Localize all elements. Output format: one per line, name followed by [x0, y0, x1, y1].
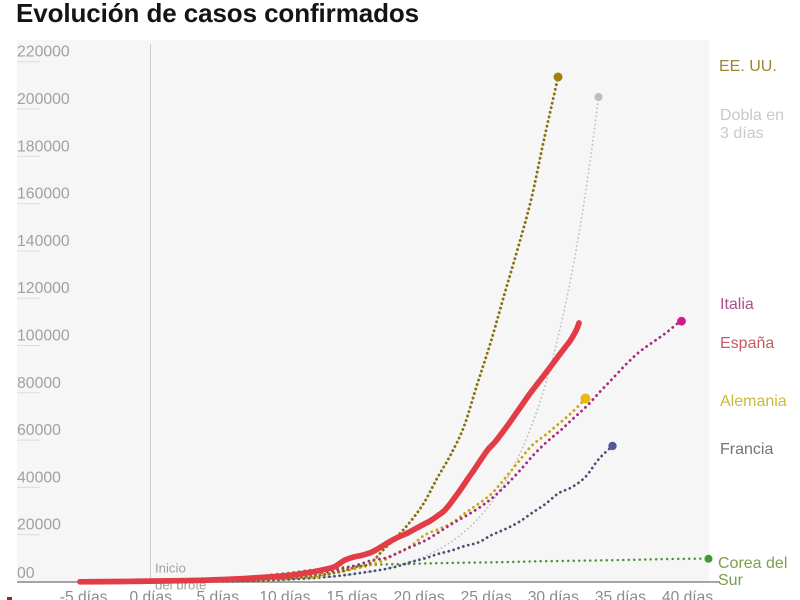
svg-text:80000: 80000	[17, 375, 61, 392]
svg-text:220000: 220000	[17, 44, 70, 61]
svg-text:40000: 40000	[17, 469, 61, 486]
svg-text:-5 días: -5 días	[60, 589, 108, 600]
svg-text:30 días: 30 días	[528, 589, 579, 600]
svg-text:20000: 20000	[17, 517, 61, 534]
svg-text:20 días: 20 días	[394, 589, 445, 600]
svg-text:160000: 160000	[17, 186, 70, 203]
svg-text:5 días: 5 días	[197, 589, 240, 600]
svg-text:10 días: 10 días	[259, 589, 310, 600]
svg-text:15 días: 15 días	[326, 589, 377, 600]
svg-text:00: 00	[17, 565, 35, 582]
svg-text:180000: 180000	[17, 138, 70, 155]
svg-text:25 días: 25 días	[461, 589, 512, 600]
svg-text:100000: 100000	[17, 328, 70, 345]
svg-text:40 días: 40 días	[662, 589, 713, 600]
svg-text:200000: 200000	[17, 91, 70, 108]
svg-text:0 días: 0 días	[129, 589, 172, 600]
svg-text:60000: 60000	[17, 422, 61, 439]
svg-text:Inicio: Inicio	[155, 561, 186, 576]
svg-text:140000: 140000	[17, 233, 70, 250]
svg-text:120000: 120000	[17, 280, 70, 297]
svg-text:35 días: 35 días	[595, 589, 646, 600]
